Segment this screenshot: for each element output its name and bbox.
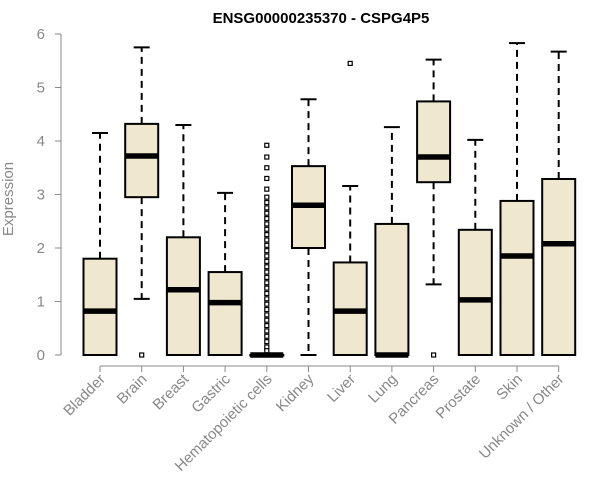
outlier-point [264, 290, 270, 297]
outlier-point [264, 296, 270, 302]
outlier-point [264, 274, 270, 281]
y-tick-label: 5 [37, 80, 45, 97]
outlier-point [264, 199, 270, 206]
outlier-point [264, 205, 270, 211]
outlier-point [431, 352, 437, 358]
y-tick-label: 2 [37, 240, 45, 257]
outlier-point [264, 253, 270, 259]
y-axis-label: Expression [0, 162, 17, 236]
outlier-point [347, 60, 353, 67]
outlier-point [264, 226, 270, 232]
box-hematopoietic-cells [249, 142, 285, 358]
outlier-point [264, 264, 270, 270]
box-iqr [165, 236, 201, 356]
x-tick-label: Lung [365, 371, 401, 407]
outlier-point [264, 285, 270, 291]
box-skin [499, 42, 535, 356]
outlier-point [264, 186, 270, 192]
x-tick-label: Liver [324, 371, 359, 406]
outlier-point [264, 301, 270, 307]
outlier-point [264, 142, 270, 148]
box-iqr [416, 100, 452, 184]
outlier-point [264, 175, 270, 182]
outlier-point [264, 154, 270, 160]
outlier-point [264, 232, 270, 238]
y-tick-label: 3 [37, 187, 45, 204]
outlier-point [264, 210, 270, 216]
box-gastric [207, 191, 243, 357]
outlier-point [264, 248, 270, 254]
outlier-point [264, 237, 270, 243]
box-liver [332, 60, 368, 357]
y-axis: 0 1 2 3 4 5 6 [37, 26, 62, 364]
y-tick-label: 1 [37, 294, 45, 311]
outlier-point [264, 306, 270, 313]
outlier-point [264, 339, 270, 345]
chart-title: ENSG00000235370 - CSPG4P5 [213, 10, 430, 27]
outlier-point [264, 328, 270, 334]
outlier-point [264, 258, 270, 264]
outlier-point [264, 312, 270, 318]
box-iqr [82, 257, 118, 357]
x-tick-label: Bladder [60, 371, 109, 420]
x-tick-label: Skin [493, 371, 526, 404]
outlier-point [264, 165, 270, 171]
outlier-point [264, 280, 270, 286]
box-iqr [499, 199, 535, 356]
box-series [82, 42, 577, 358]
x-tick-label: Breast [150, 370, 193, 413]
box-brain [124, 46, 160, 358]
outlier-point [264, 215, 270, 222]
box-prostate [457, 138, 493, 356]
box-kidney [291, 98, 326, 356]
x-tick-label: Brain [114, 371, 151, 408]
box-iqr [541, 177, 577, 356]
outlier-point [264, 221, 270, 227]
outlier-point [264, 269, 270, 275]
box-bladder [82, 131, 118, 357]
box-iqr [124, 122, 160, 199]
outlier-point [264, 242, 270, 248]
y-tick-label: 6 [37, 26, 45, 43]
x-tick-label: Prostate [433, 371, 485, 423]
outlier-point [264, 333, 270, 339]
outlier-point [264, 348, 270, 354]
outlier-point [264, 194, 270, 200]
box-iqr [457, 228, 493, 356]
box-lung [374, 126, 410, 358]
outlier-point [264, 322, 270, 329]
outlier-point [264, 317, 270, 323]
box-iqr [207, 271, 243, 357]
box-unknown-other [541, 50, 577, 356]
box-iqr [374, 222, 410, 356]
box-breast [165, 123, 201, 356]
x-tick-label: Kidney [273, 370, 318, 415]
y-tick-label: 4 [37, 133, 45, 150]
y-tick-label: 0 [37, 347, 45, 364]
box-pancreas [416, 58, 452, 358]
outlier-point [139, 352, 145, 358]
